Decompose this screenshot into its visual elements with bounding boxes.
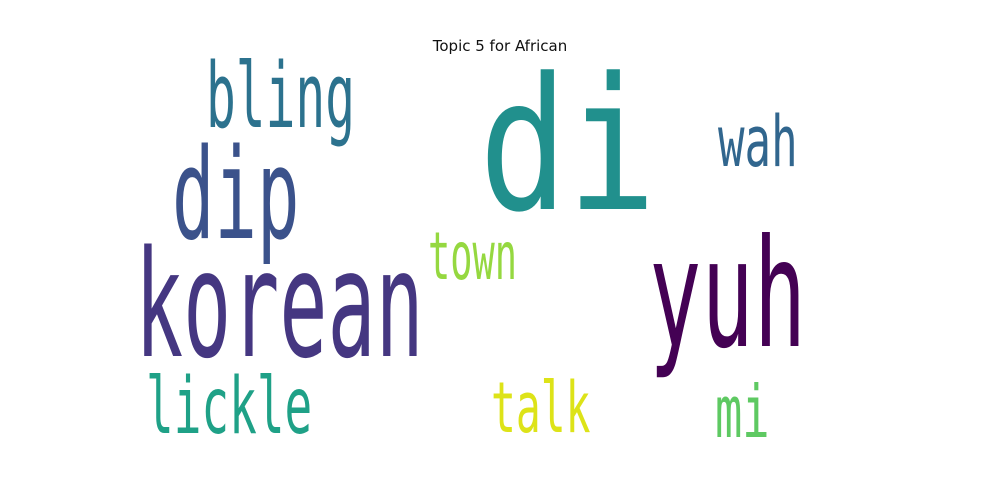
word-talk: talk xyxy=(491,367,591,449)
word-bling: bling xyxy=(206,44,356,149)
word-di: di xyxy=(479,39,657,253)
word-korean: korean xyxy=(135,219,424,391)
word-town: town xyxy=(428,218,518,295)
word-dip: dip xyxy=(172,121,300,268)
chart-title: Topic 5 for African xyxy=(432,37,568,55)
word-lickle: lickle xyxy=(146,362,313,452)
word-yuh: yuh xyxy=(649,208,807,382)
word-wah: wah xyxy=(718,101,798,183)
word-mi: mi xyxy=(715,370,770,454)
